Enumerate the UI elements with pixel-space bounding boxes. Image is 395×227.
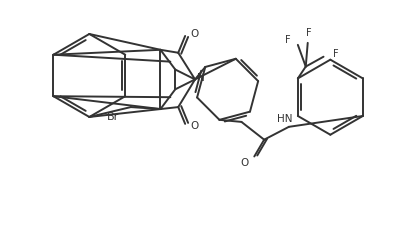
Text: O: O [240, 158, 248, 168]
Text: O: O [190, 121, 198, 131]
Text: HN: HN [277, 114, 293, 124]
Text: F: F [285, 35, 291, 45]
Text: Br: Br [107, 112, 119, 122]
Text: O: O [190, 29, 198, 39]
Text: F: F [333, 49, 338, 59]
Text: F: F [306, 28, 312, 38]
Text: N: N [197, 73, 205, 84]
